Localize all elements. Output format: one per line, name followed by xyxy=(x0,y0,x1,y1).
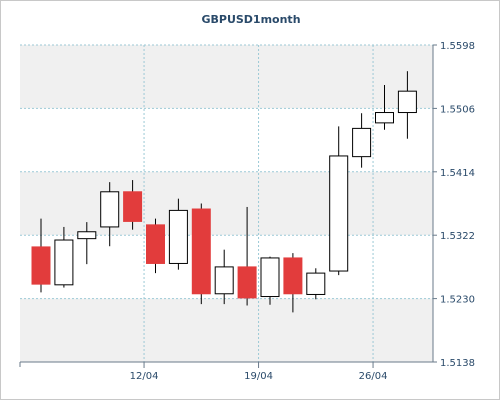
background-bands xyxy=(20,45,433,362)
x-tick-label: 12/04 xyxy=(130,371,159,382)
background-band xyxy=(20,298,433,362)
candle-body-down xyxy=(191,208,211,295)
candle-body-down xyxy=(146,224,165,264)
y-tick-label: 1.5322 xyxy=(440,231,475,242)
x-tick-label: 19/04 xyxy=(244,371,273,382)
y-tick-label: 1.5506 xyxy=(440,104,475,115)
candle xyxy=(283,253,303,313)
candle xyxy=(352,113,372,168)
candle-body-up xyxy=(260,257,280,298)
candle-body-up xyxy=(54,239,74,286)
y-tick-label: 1.5414 xyxy=(440,168,475,179)
candle-body-up xyxy=(168,209,188,264)
candle xyxy=(77,222,97,265)
candle xyxy=(100,182,120,247)
candle xyxy=(54,226,74,288)
candle-body-down xyxy=(283,257,303,295)
candle xyxy=(168,198,188,270)
y-tick-label: 1.5138 xyxy=(440,358,475,369)
candle xyxy=(375,84,394,130)
background-band xyxy=(20,45,433,109)
candles xyxy=(31,71,417,313)
candle-body-up xyxy=(375,112,394,124)
candle xyxy=(237,206,257,306)
y-tick-label: 1.5230 xyxy=(440,295,475,306)
candle xyxy=(123,180,143,230)
chart-title: GBPUSD1month xyxy=(201,13,300,26)
candle-body-down xyxy=(237,266,257,299)
candle xyxy=(191,203,211,305)
background-band xyxy=(20,171,433,236)
candle-body-up xyxy=(352,127,372,158)
candle-body-up xyxy=(397,90,417,114)
axes: 1.5598 1.5506 1.5414 1.5322 1.5230 1.5138 12/0… xyxy=(19,41,475,382)
x-tick-label: 26/04 xyxy=(359,371,388,382)
candle xyxy=(31,218,51,293)
candle xyxy=(260,256,280,305)
y-tick-label: 1.5598 xyxy=(440,41,475,52)
candle xyxy=(329,126,349,276)
candle xyxy=(397,71,417,139)
candle xyxy=(214,249,234,305)
candle-body-up xyxy=(100,191,120,228)
candle xyxy=(146,218,165,274)
candle-body-up xyxy=(329,155,349,272)
candle-body-down xyxy=(123,191,143,222)
candle-body-down xyxy=(31,246,51,285)
candle-body-up xyxy=(214,266,234,295)
candle-body-up xyxy=(306,272,326,295)
candle xyxy=(306,268,326,300)
candle-body-up xyxy=(77,231,97,240)
